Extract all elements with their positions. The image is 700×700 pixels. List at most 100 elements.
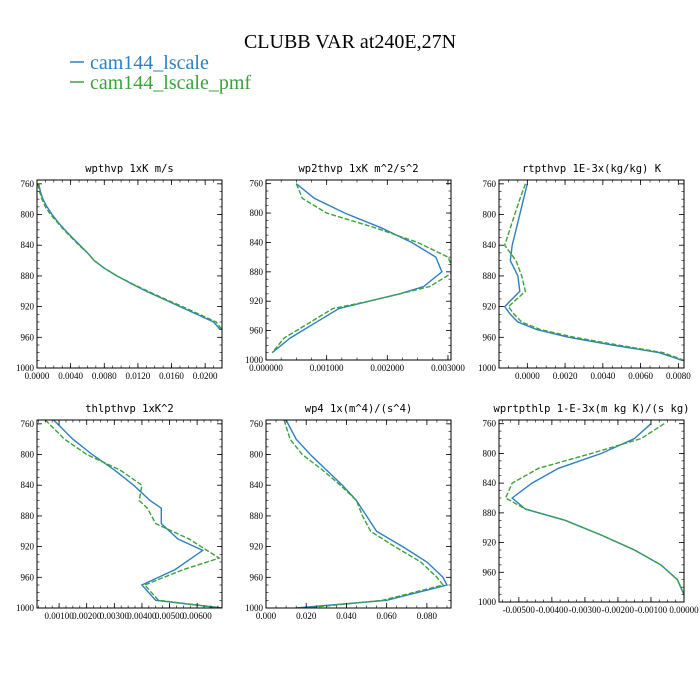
y-tick-label: 760 xyxy=(483,179,497,189)
y-tick-label: 880 xyxy=(250,511,264,521)
x-tick-label: 0.00500 xyxy=(155,611,185,621)
y-tick-label: 920 xyxy=(483,538,497,548)
x-tick-label: 0.003000 xyxy=(431,363,465,373)
y-tick-label: 840 xyxy=(21,240,35,250)
y-tick-label: 840 xyxy=(483,240,497,250)
series-line-1 xyxy=(511,423,684,595)
x-tick-label: -0.00200 xyxy=(602,605,635,615)
x-tick-label: 0.0020 xyxy=(553,371,578,381)
y-tick-label: 920 xyxy=(21,302,35,312)
panel-1: wpthvp 1xK m/s76080084088092096010000.00… xyxy=(16,163,223,381)
x-tick-label: 0.040 xyxy=(336,611,357,621)
y-tick-label: 880 xyxy=(21,271,35,281)
y-tick-label: 760 xyxy=(250,179,264,189)
series-line-2 xyxy=(37,183,222,331)
y-tick-label: 760 xyxy=(250,419,264,429)
y-tick-label: 800 xyxy=(250,208,264,218)
y-tick-label: 960 xyxy=(21,572,35,582)
y-tick-label: 800 xyxy=(483,210,497,220)
y-tick-label: 800 xyxy=(21,450,35,460)
series-line-2 xyxy=(504,423,684,595)
series-line-1 xyxy=(271,183,443,354)
x-tick-label: 0.002000 xyxy=(370,363,404,373)
y-tick-label: 960 xyxy=(250,572,264,582)
plot-frame xyxy=(498,419,685,603)
series-line-2 xyxy=(503,183,684,361)
y-tick-label: 880 xyxy=(483,508,497,518)
x-tick-label: -0.00400 xyxy=(536,605,569,615)
y-tick-label: 800 xyxy=(483,448,497,458)
x-tick-label: 0.0200 xyxy=(193,371,218,381)
y-tick-label: 1000 xyxy=(478,363,497,373)
x-tick-label: 0.080 xyxy=(417,611,438,621)
panel-5: wp4 1x(m^4)/(s^4)76080084088092096010000… xyxy=(245,403,452,621)
y-tick-label: 1000 xyxy=(245,603,264,613)
y-tick-label: 960 xyxy=(250,326,264,336)
y-tick-label: 920 xyxy=(250,296,264,306)
y-tick-label: 960 xyxy=(483,567,497,577)
x-tick-label: 0.0000 xyxy=(25,371,50,381)
y-tick-label: 760 xyxy=(483,419,497,429)
x-tick-label: 0.00300 xyxy=(100,611,130,621)
x-tick-label: 0.0060 xyxy=(628,371,653,381)
x-tick-label: 0.0080 xyxy=(666,371,691,381)
x-tick-label: 0.000 xyxy=(256,611,277,621)
legend-label-lscale: cam144_lscale xyxy=(90,52,209,74)
figure-title: CLUBB VAR at240E,27N xyxy=(244,31,456,53)
legend-label-lscale-pmf: cam144_lscale_pmf xyxy=(90,72,251,94)
y-tick-label: 1000 xyxy=(16,363,35,373)
y-tick-label: 840 xyxy=(483,478,497,488)
y-tick-label: 760 xyxy=(21,179,35,189)
panel-4: thlpthvp 1xK^2 760 800 840 880 920 960 1000 0.00… xyxy=(16,403,223,621)
series-line-1 xyxy=(285,420,449,608)
y-tick-label: 1000 xyxy=(478,597,497,607)
series-line-2 xyxy=(44,420,222,608)
panel-title: thlpthvp 1xK^2 xyxy=(85,403,174,415)
plot-frame xyxy=(265,419,452,609)
x-tick-label: 0.00400 xyxy=(127,611,157,621)
y-tick-label: 920 xyxy=(250,542,264,552)
series-line-1 xyxy=(503,183,683,361)
x-tick-label: 0.060 xyxy=(377,611,398,621)
y-tick-label: 840 xyxy=(21,480,35,490)
x-tick-label: 0.020 xyxy=(296,611,317,621)
panel-title: wpthvp 1xK m/s xyxy=(85,163,174,175)
panel-title: rtpthvp 1E-3x(kg/kg) K xyxy=(522,163,662,175)
y-tick-label: 800 xyxy=(250,450,264,460)
x-tick-label: -0.00500 xyxy=(503,605,536,615)
y-tick-label: 1000 xyxy=(16,603,35,613)
plot-frame xyxy=(36,419,223,609)
y-tick-label: 880 xyxy=(21,511,35,521)
y-tick-label: 1000 xyxy=(245,355,264,365)
series-line-2 xyxy=(271,183,451,354)
panel-2: wp2thvp 1xK m^2/s^2 760 800 840 880 920 960 100… xyxy=(245,163,465,373)
y-tick-label: 920 xyxy=(483,302,497,312)
panel-title: wp2thvp 1xK m^2/s^2 xyxy=(298,163,418,175)
x-tick-label: 0.0040 xyxy=(590,371,615,381)
y-tick-label: 800 xyxy=(21,210,35,220)
x-tick-label: 0.00000 xyxy=(669,605,699,615)
x-tick-label: -0.00300 xyxy=(569,605,602,615)
series-line-2 xyxy=(283,420,445,608)
x-tick-label: -0.00100 xyxy=(635,605,668,615)
x-tick-label: 0.001000 xyxy=(310,363,344,373)
x-tick-label: 0.0040 xyxy=(58,371,83,381)
y-tick-label: 960 xyxy=(483,332,497,342)
panel-title: wprtpthlp 1-E-3x(m kg K)/(s kg) xyxy=(494,403,690,415)
x-tick-label: 0.00100 xyxy=(44,611,74,621)
x-tick-label: 0.0120 xyxy=(126,371,151,381)
x-tick-label: 0.0000 xyxy=(515,371,540,381)
x-tick-label: 0.00600 xyxy=(183,611,213,621)
x-tick-label: 0.0160 xyxy=(159,371,184,381)
panel-title: wp4 1x(m^4)/(s^4) xyxy=(305,403,412,415)
x-tick-label: 0.0080 xyxy=(92,371,117,381)
y-tick-label: 880 xyxy=(250,267,264,277)
y-tick-label: 960 xyxy=(21,332,35,342)
series-line-1 xyxy=(53,420,222,608)
series-line-1 xyxy=(38,183,221,331)
plot-frame xyxy=(498,179,685,369)
plot-frame xyxy=(36,179,223,369)
panel-6: wprtpthlp 1-E-3x(m kg K)/(s kg) 760 800 840… xyxy=(478,403,699,615)
x-tick-label: 0.00200 xyxy=(72,611,102,621)
